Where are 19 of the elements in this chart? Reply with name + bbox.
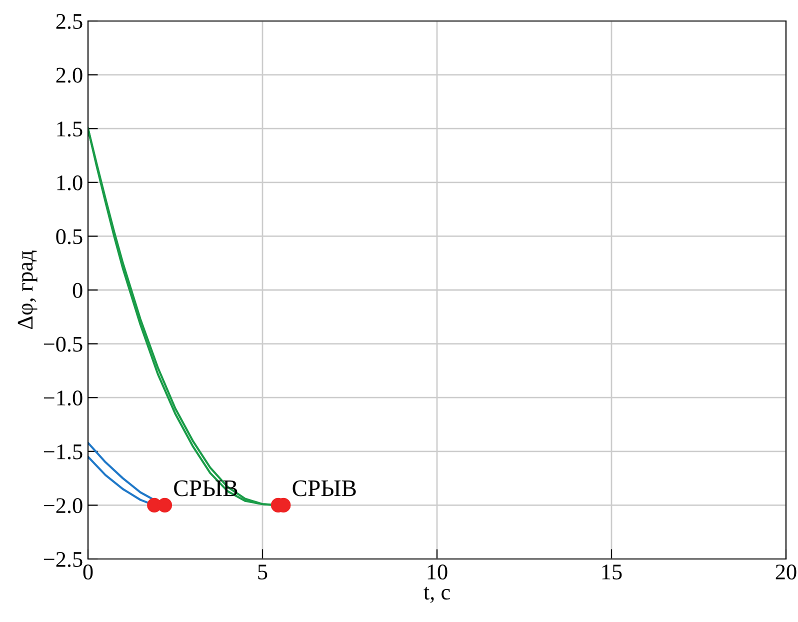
- x-tick-label: 10: [428, 564, 448, 580]
- x-axis-title: t, с: [424, 586, 450, 603]
- y-axis-title: Δφ, град: [18, 250, 38, 329]
- y-tick-label: −0.5: [44, 336, 82, 352]
- x-tick-label: 0: [83, 564, 93, 580]
- annotation: СРЫВ: [292, 480, 356, 496]
- y-tick-label: −1.5: [44, 444, 82, 460]
- y-tick-label: 0.5: [56, 229, 82, 244]
- y-tick-label: 1.5: [57, 122, 82, 137]
- y-tick-label: 0: [72, 282, 82, 298]
- y-tick-label: 2.5: [56, 14, 82, 30]
- y-tick-label: −2.5: [44, 552, 82, 568]
- x-tick-label: 15: [602, 564, 622, 580]
- y-tick-label: −1.0: [44, 390, 82, 406]
- y-tick-label: 1.0: [57, 175, 82, 190]
- x-tick-label: 20: [776, 564, 796, 580]
- y-tick-label: −2.0: [44, 498, 82, 514]
- y-tick-label: 2.0: [56, 68, 82, 83]
- x-tick-label: 5: [258, 564, 268, 580]
